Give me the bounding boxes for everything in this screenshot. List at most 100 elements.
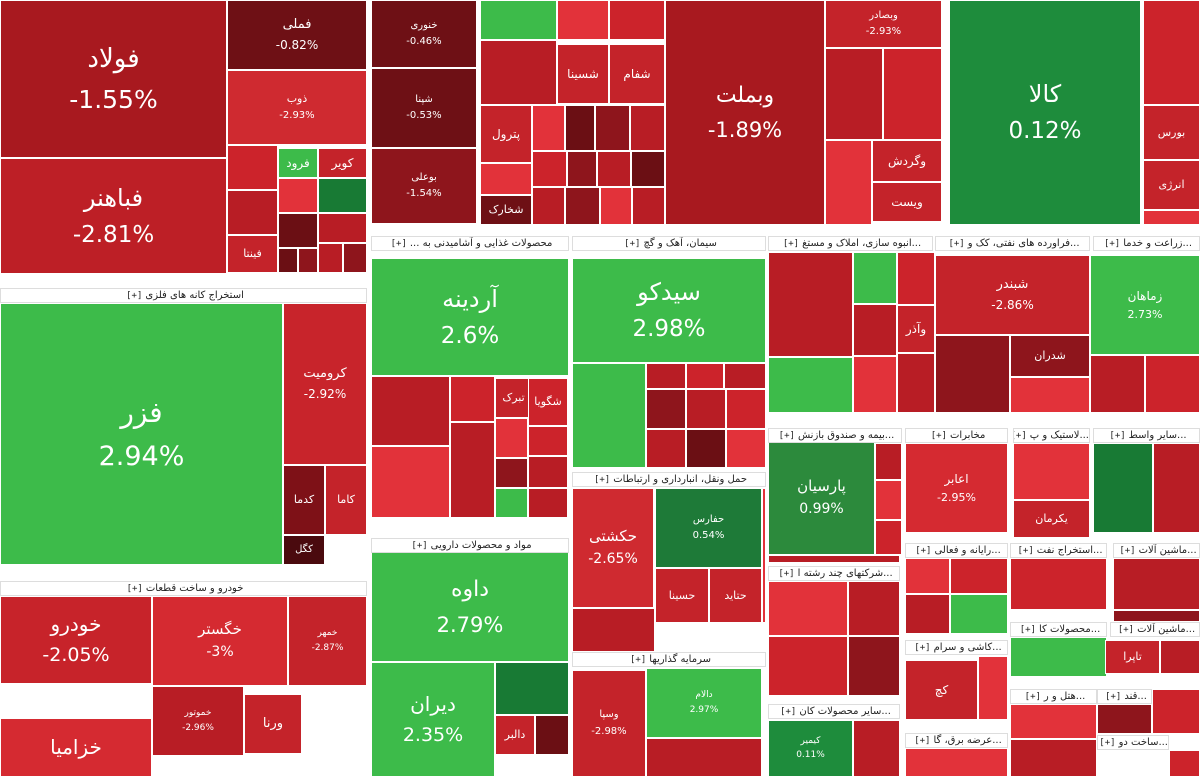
stock-tile[interactable]: دیران 2.35%	[371, 662, 495, 777]
stock-tile[interactable]	[905, 594, 950, 634]
stock-tile[interactable]	[480, 40, 557, 105]
stock-tile[interactable]	[875, 480, 902, 520]
sector-header[interactable]: ...عرضه برق، گا[+]	[905, 733, 1008, 748]
stock-tile[interactable]: تبرک	[495, 378, 532, 418]
expand-toggle[interactable]: [+]	[1019, 625, 1036, 635]
stock-tile[interactable]: خگستر -3%	[152, 596, 288, 686]
stock-tile[interactable]	[318, 178, 367, 213]
expand-toggle[interactable]: [+]	[778, 569, 795, 579]
stock-tile[interactable]	[883, 48, 942, 140]
stock-tile[interactable]	[1169, 750, 1200, 777]
stock-tile[interactable]	[227, 190, 278, 235]
sector-header[interactable]: سرمایه گذاریها[+]	[572, 652, 766, 667]
stock-tile[interactable]	[686, 363, 724, 389]
expand-toggle[interactable]: [+]	[1105, 692, 1122, 702]
stock-tile[interactable]: حفارس 0.54%	[655, 488, 762, 568]
stock-tile[interactable]: خموتور -2.96%	[152, 686, 244, 756]
stock-tile[interactable]	[1160, 640, 1200, 674]
stock-tile[interactable]: بوعلی -1.54%	[371, 148, 477, 224]
sector-header[interactable]: محصولات غذایی و آشامیدنی به ...[+]	[371, 236, 569, 251]
stock-tile[interactable]: خنوری -0.46%	[371, 0, 477, 68]
stock-tile[interactable]	[298, 248, 318, 273]
stock-tile[interactable]	[646, 363, 686, 389]
stock-tile[interactable]: خزامیا	[0, 718, 152, 777]
stock-tile[interactable]	[1093, 443, 1153, 533]
stock-tile[interactable]	[532, 105, 565, 151]
stock-tile[interactable]	[597, 151, 631, 187]
stock-tile[interactable]	[343, 243, 367, 273]
stock-tile[interactable]	[726, 429, 766, 468]
stock-tile[interactable]	[600, 187, 632, 225]
sector-header[interactable]: مخابرات[+]	[905, 428, 1008, 443]
expand-toggle[interactable]: [+]	[782, 239, 800, 249]
stock-tile[interactable]	[1097, 704, 1152, 734]
stock-tile[interactable]	[318, 243, 343, 273]
stock-tile[interactable]	[278, 213, 318, 248]
stock-tile[interactable]	[768, 581, 848, 636]
expand-toggle[interactable]: [+]	[126, 291, 143, 301]
expand-toggle[interactable]: [+]	[624, 239, 641, 249]
stock-tile[interactable]	[480, 163, 532, 195]
stock-tile[interactable]	[848, 636, 900, 696]
stock-tile[interactable]	[528, 456, 568, 488]
stock-tile[interactable]	[978, 656, 1008, 720]
stock-tile[interactable]	[825, 140, 872, 225]
sector-header[interactable]: ...ماشین آلات[+]	[1113, 543, 1200, 558]
stock-tile[interactable]	[532, 187, 565, 225]
stock-tile[interactable]	[853, 356, 897, 413]
stock-tile[interactable]	[532, 151, 567, 187]
stock-tile[interactable]	[495, 662, 569, 715]
stock-tile[interactable]	[1013, 443, 1090, 500]
sector-header[interactable]: ...ماشین آلات[+]	[1110, 622, 1200, 637]
stock-tile[interactable]	[450, 376, 495, 422]
sector-header[interactable]: حمل ونقل، انبارداری و ارتباطات[+]	[572, 472, 766, 487]
sector-header[interactable]: ...استخراج نفت[+]	[1010, 543, 1107, 558]
stock-tile[interactable]: شپنا -0.53%	[371, 68, 477, 148]
stock-tile[interactable]: بورس	[1143, 105, 1200, 160]
stock-tile[interactable]	[1010, 637, 1107, 677]
stock-tile[interactable]	[631, 151, 665, 187]
sector-header[interactable]: ...فراورده های نفتی، کک و[+]	[935, 236, 1090, 251]
expand-toggle[interactable]: [+]	[780, 707, 797, 717]
stock-tile[interactable]	[528, 426, 568, 456]
stock-tile[interactable]	[632, 187, 665, 225]
stock-tile[interactable]: خودرو -2.05%	[0, 596, 152, 684]
expand-toggle[interactable]: [+]	[411, 541, 428, 551]
stock-tile[interactable]	[1152, 689, 1200, 734]
stock-tile[interactable]: وسپا -2.98%	[572, 670, 646, 777]
stock-tile[interactable]	[905, 748, 1008, 777]
sector-header[interactable]: ...سایر محصولات کان[+]	[768, 704, 900, 719]
stock-tile[interactable]	[572, 608, 655, 652]
stock-tile[interactable]	[450, 422, 495, 518]
sector-header[interactable]: ...ساخت دو[+]	[1097, 735, 1169, 750]
stock-tile[interactable]: کاما	[325, 465, 367, 535]
stock-tile[interactable]	[686, 429, 726, 468]
stock-tile[interactable]: کرومیت -2.92%	[283, 303, 367, 465]
stock-tile[interactable]	[371, 446, 450, 518]
stock-tile[interactable]	[726, 389, 766, 429]
sector-header[interactable]: ...شرکتهای چند رشته ا[+]	[768, 566, 900, 581]
stock-tile[interactable]	[724, 363, 766, 389]
stock-tile[interactable]: فولاد -1.55%	[0, 0, 227, 158]
expand-toggle[interactable]: [+]	[593, 475, 611, 485]
stock-tile[interactable]	[897, 252, 935, 305]
stock-tile[interactable]: فزر 2.94%	[0, 303, 283, 565]
stock-tile[interactable]: کچ	[905, 660, 978, 720]
stock-tile[interactable]: وبصادر -2.93%	[825, 0, 942, 48]
stock-tile[interactable]	[1153, 443, 1200, 533]
expand-toggle[interactable]: [+]	[630, 655, 647, 665]
stock-tile[interactable]	[853, 252, 897, 304]
sector-header[interactable]: ...زراعت و خدما[+]	[1093, 236, 1200, 251]
stock-tile[interactable]	[1145, 355, 1200, 413]
stock-tile[interactable]: یکرمان	[1013, 500, 1090, 538]
stock-tile[interactable]: شگویا	[528, 378, 568, 426]
sector-header[interactable]: ...قند[+]	[1097, 689, 1152, 704]
stock-tile[interactable]: شسینا	[557, 44, 609, 104]
expand-toggle[interactable]: [+]	[1109, 431, 1126, 441]
stock-tile[interactable]	[853, 720, 900, 777]
sector-header[interactable]: ...سایر واسط[+]	[1093, 428, 1200, 443]
stock-tile[interactable]: سیدکو 2.98%	[572, 258, 766, 363]
stock-tile[interactable]	[1143, 210, 1200, 225]
stock-tile[interactable]	[1143, 0, 1200, 105]
expand-toggle[interactable]: [+]	[930, 431, 947, 441]
